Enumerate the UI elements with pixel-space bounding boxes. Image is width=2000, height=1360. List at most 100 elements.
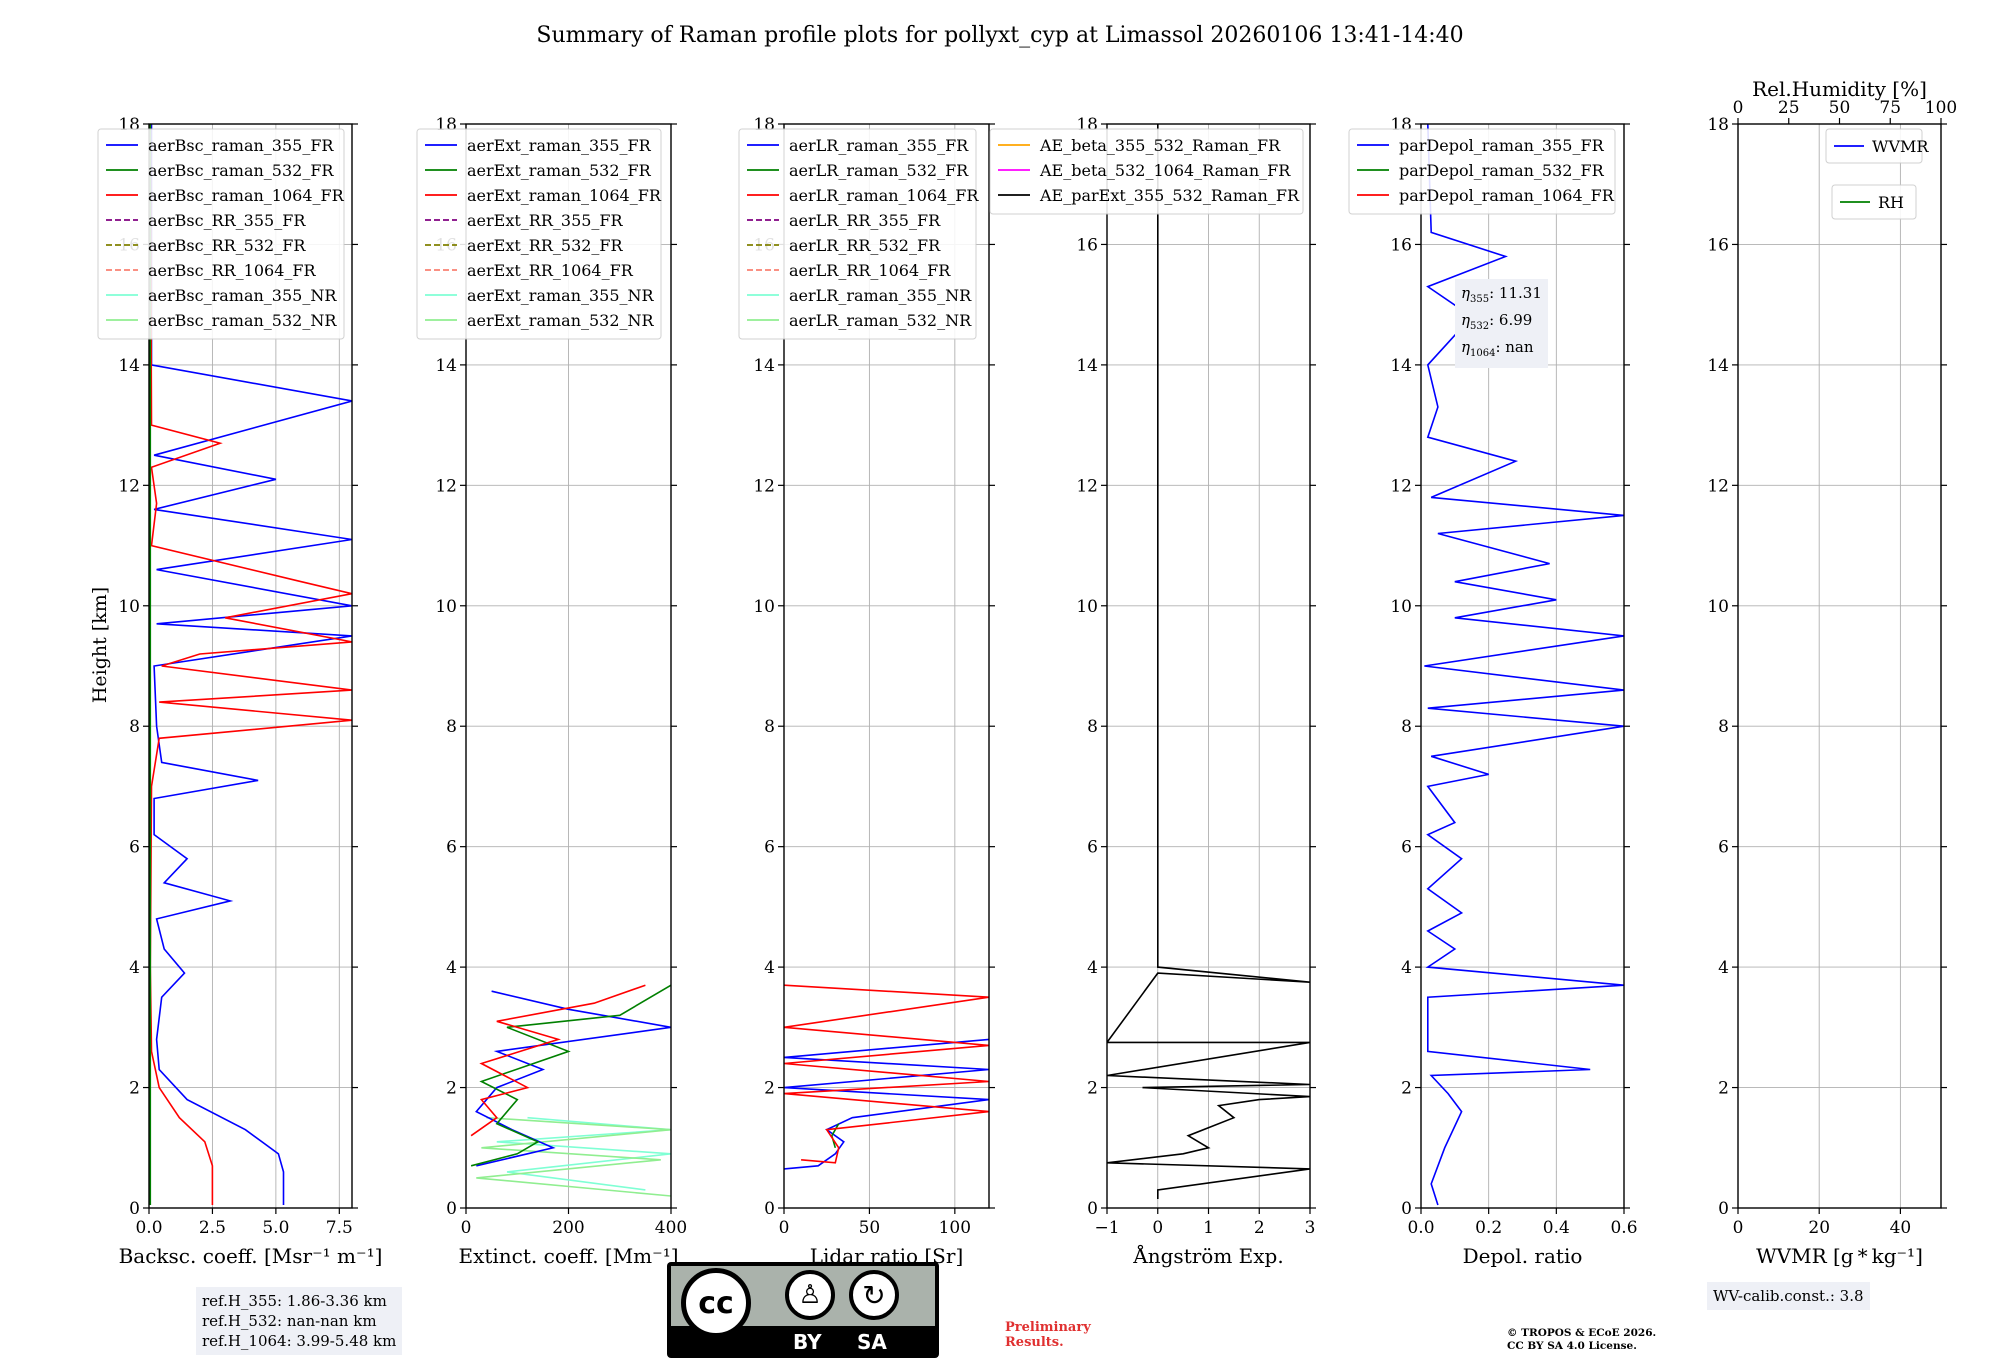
y-tick-label: 10 bbox=[118, 597, 140, 617]
figure-title: Summary of Raman profile plots for polly… bbox=[536, 23, 1463, 48]
legend-entry: aerBsc_RR_355_FR bbox=[148, 211, 306, 230]
legend-entry: aerBsc_RR_532_FR bbox=[148, 236, 306, 255]
legend-entry: aerExt_raman_532_FR bbox=[467, 161, 652, 180]
copyright-line-1: © TROPOS & ECoE 2026. bbox=[1507, 1327, 1657, 1339]
y-tick-label: 2 bbox=[764, 1079, 775, 1099]
copyright-note: © TROPOS & ECoE 2026. CC BY SA 4.0 Licen… bbox=[1507, 1327, 1656, 1353]
y-tick-label: 4 bbox=[1087, 958, 1098, 978]
series-group bbox=[470, 984, 671, 1197]
y-tick-label: 6 bbox=[764, 838, 775, 858]
legend-entry: aerExt_raman_355_NR bbox=[467, 286, 655, 305]
legend-entry: aerExt_RR_532_FR bbox=[467, 236, 624, 255]
wv-calib-box: WV-calib.const.: 3.8 bbox=[1707, 1282, 1870, 1310]
x-tick-label: 5.0 bbox=[262, 1218, 289, 1238]
legend-entry: aerLR_raman_532_NR bbox=[789, 311, 972, 330]
top-x-tick-label: 75 bbox=[1879, 98, 1901, 118]
y-tick-label: 0 bbox=[1087, 1199, 1098, 1219]
x-tick-label: 100 bbox=[939, 1218, 971, 1238]
legend-entry: aerLR_raman_1064_FR bbox=[789, 186, 979, 205]
y-tick-label: 12 bbox=[1076, 476, 1098, 496]
series-group bbox=[784, 984, 989, 1170]
y-tick-label: 8 bbox=[1401, 717, 1412, 737]
legend-entry: aerBsc_raman_1064_FR bbox=[148, 186, 345, 205]
series-group bbox=[1107, 124, 1310, 1199]
y-tick-label: 12 bbox=[1707, 476, 1729, 496]
x-axis-label: Ångström Exp. bbox=[1132, 1243, 1283, 1268]
legend-entry: aerBsc_RR_1064_FR bbox=[148, 261, 317, 280]
y-tick-label: 18 bbox=[1707, 115, 1729, 135]
legend-box bbox=[738, 128, 977, 340]
y-tick-label: 10 bbox=[435, 597, 457, 617]
y-tick-label: 6 bbox=[129, 838, 140, 858]
y-tick-label: 8 bbox=[129, 717, 140, 737]
x-tick-label: 50 bbox=[859, 1218, 881, 1238]
y-tick-label: 14 bbox=[435, 356, 457, 376]
legend-entry: parDepol_raman_1064_FR bbox=[1399, 186, 1615, 205]
y-tick-label: 8 bbox=[1718, 717, 1729, 737]
legend-entry: aerLR_RR_1064_FR bbox=[789, 261, 951, 280]
series-AE_parExt_355_532_Raman_FR bbox=[1107, 124, 1310, 1199]
preliminary-note: Preliminary Results. bbox=[1005, 1320, 1091, 1350]
y-tick-label: 6 bbox=[1718, 838, 1729, 858]
y-tick-label: 12 bbox=[753, 476, 775, 496]
y-tick-label: 2 bbox=[1087, 1079, 1098, 1099]
series-aerExt_raman_532_FR bbox=[470, 984, 671, 1167]
y-tick-label: 12 bbox=[1390, 476, 1412, 496]
x-tick-label: −1 bbox=[1094, 1218, 1119, 1238]
top-x-tick-label: 50 bbox=[1829, 98, 1851, 118]
y-tick-label: 12 bbox=[118, 476, 140, 496]
series-aerLR_raman_355_FR bbox=[784, 1038, 989, 1170]
y-tick-label: 12 bbox=[435, 476, 457, 496]
legend-box bbox=[1348, 128, 1616, 215]
x-tick-label: 0 bbox=[779, 1218, 790, 1238]
y-tick-label: 0 bbox=[129, 1199, 140, 1219]
legend-entry: aerLR_RR_355_FR bbox=[789, 211, 941, 230]
legend-entry: aerExt_raman_355_FR bbox=[467, 136, 652, 155]
x-tick-label: 0.0 bbox=[135, 1218, 162, 1238]
series-group bbox=[1424, 124, 1624, 1206]
series-parDepol_raman_355_FR bbox=[1424, 124, 1624, 1206]
y-tick-label: 14 bbox=[1707, 356, 1729, 376]
y-tick-label: 10 bbox=[1390, 597, 1412, 617]
series-aerExt_raman_355_FR bbox=[475, 990, 671, 1167]
ref-height-1064: ref.H_1064: 3.99-5.48 km bbox=[202, 1332, 397, 1350]
legend-entry: AE_parExt_355_532_Raman_FR bbox=[1039, 186, 1300, 205]
legend-box bbox=[1831, 184, 1917, 220]
x-tick-label: 400 bbox=[655, 1218, 687, 1238]
series-aerLR_raman_532_FR bbox=[830, 1123, 840, 1149]
x-tick-label: 200 bbox=[552, 1218, 584, 1238]
x-tick-label: 20 bbox=[1808, 1218, 1830, 1238]
panel-frame bbox=[783, 123, 990, 1209]
y-tick-label: 0 bbox=[446, 1199, 457, 1219]
panel-frame bbox=[148, 123, 353, 1209]
cc-by-label: BY bbox=[793, 1330, 822, 1354]
series-aerExt_raman_1064_FR bbox=[470, 984, 646, 1137]
y-tick-label: 4 bbox=[1401, 958, 1412, 978]
legend-entry: aerLR_raman_532_FR bbox=[789, 161, 969, 180]
y-tick-label: 8 bbox=[446, 717, 457, 737]
ref-height-355: ref.H_355: 1.86-3.36 km bbox=[202, 1292, 387, 1310]
x-tick-label: 0 bbox=[461, 1218, 472, 1238]
y-tick-label: 14 bbox=[1390, 356, 1412, 376]
x-tick-label: 1 bbox=[1203, 1218, 1214, 1238]
x-axis-label: Depol. ratio bbox=[1463, 1244, 1583, 1268]
x-tick-label: 0 bbox=[1152, 1218, 1163, 1238]
legend-entry: aerExt_RR_1064_FR bbox=[467, 261, 634, 280]
legend-entry: aerBsc_raman_532_FR bbox=[148, 161, 334, 180]
cc-license-badge[interactable]: cc ♙ ↻ BY SA bbox=[667, 1262, 939, 1358]
panel-2: 0246810121416180200400Extinct. coeff. [M… bbox=[416, 115, 687, 1268]
eta-1064: η1064: nan bbox=[1461, 338, 1534, 359]
x-tick-label: 2.5 bbox=[199, 1218, 226, 1238]
y-tick-label: 2 bbox=[1401, 1079, 1412, 1099]
legend-box bbox=[1825, 128, 1923, 164]
legend-entry: aerBsc_raman_355_NR bbox=[148, 286, 337, 305]
y-tick-label: 16 bbox=[1390, 235, 1412, 255]
y-tick-label: 16 bbox=[1707, 235, 1729, 255]
x-tick-label: 0.4 bbox=[1543, 1218, 1570, 1238]
panel-frame bbox=[1420, 123, 1625, 1209]
legend-entry: aerLR_raman_355_NR bbox=[789, 286, 972, 305]
x-tick-label: 0.2 bbox=[1475, 1218, 1502, 1238]
